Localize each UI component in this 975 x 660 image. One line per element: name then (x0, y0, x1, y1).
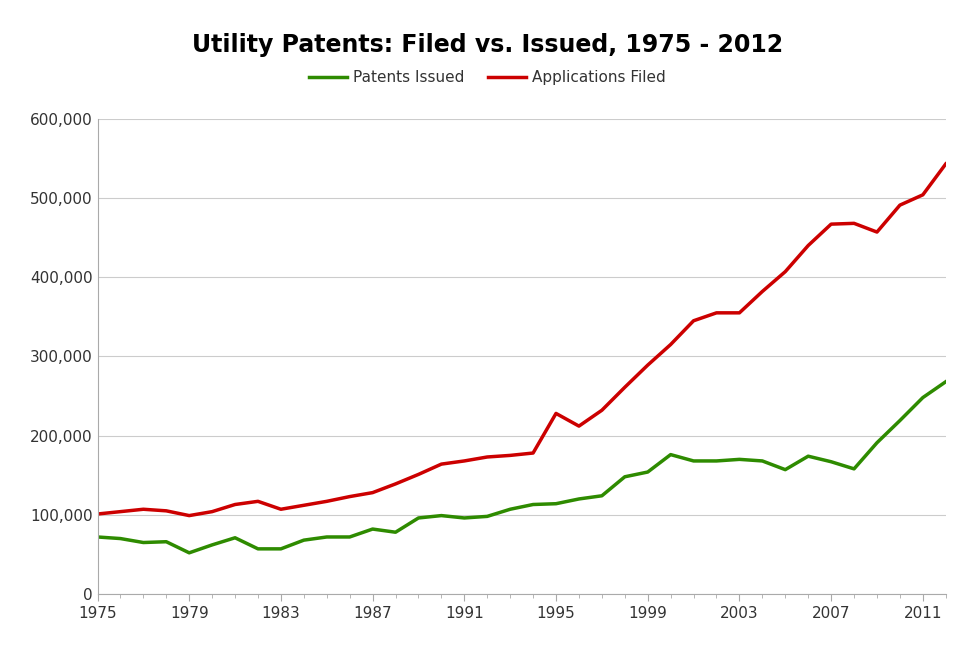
Patents Issued (871, 439, 882, 447)
Patents Issued (894, 416, 906, 424)
Patents Issued (390, 528, 402, 536)
Patents Issued (596, 492, 607, 500)
Legend: Patents Issued, Applications Filed: Patents Issued, Applications Filed (309, 71, 666, 85)
Patents Issued (733, 455, 745, 463)
Applications Filed (940, 160, 952, 168)
Patents Issued (321, 533, 332, 541)
Applications Filed (458, 457, 470, 465)
Patents Issued (665, 451, 677, 459)
Patents Issued (825, 458, 837, 466)
Applications Filed (207, 508, 218, 515)
Patents Issued (779, 466, 791, 474)
Applications Filed (642, 361, 653, 369)
Patents Issued (298, 536, 310, 544)
Patents Issued (183, 549, 195, 557)
Applications Filed (527, 449, 539, 457)
Applications Filed (137, 506, 149, 513)
Applications Filed (253, 498, 264, 506)
Applications Filed (390, 480, 402, 488)
Applications Filed (779, 268, 791, 276)
Patents Issued (482, 512, 493, 520)
Applications Filed (550, 409, 562, 417)
Applications Filed (115, 508, 127, 515)
Patents Issued (916, 393, 928, 401)
Patents Issued (458, 514, 470, 522)
Applications Filed (733, 309, 745, 317)
Line: Applications Filed: Applications Filed (98, 164, 946, 515)
Patents Issued (802, 452, 814, 460)
Patents Issued (940, 378, 952, 385)
Applications Filed (321, 498, 332, 506)
Patents Issued (573, 495, 585, 503)
Patents Issued (367, 525, 378, 533)
Applications Filed (848, 219, 860, 227)
Applications Filed (802, 242, 814, 249)
Applications Filed (504, 451, 516, 459)
Applications Filed (916, 191, 928, 199)
Applications Filed (757, 288, 768, 296)
Applications Filed (344, 492, 356, 500)
Applications Filed (619, 383, 631, 391)
Applications Filed (894, 201, 906, 209)
Text: Utility Patents: Filed vs. Issued, 1975 - 2012: Utility Patents: Filed vs. Issued, 1975 … (192, 33, 783, 57)
Patents Issued (344, 533, 356, 541)
Patents Issued (161, 538, 173, 546)
Line: Patents Issued: Patents Issued (98, 381, 946, 553)
Patents Issued (757, 457, 768, 465)
Applications Filed (412, 471, 424, 478)
Applications Filed (298, 502, 310, 510)
Patents Issued (207, 541, 218, 549)
Patents Issued (229, 534, 241, 542)
Applications Filed (711, 309, 722, 317)
Patents Issued (412, 514, 424, 522)
Patents Issued (504, 506, 516, 513)
Applications Filed (871, 228, 882, 236)
Patents Issued (711, 457, 722, 465)
Patents Issued (253, 545, 264, 553)
Applications Filed (825, 220, 837, 228)
Patents Issued (436, 512, 448, 519)
Patents Issued (687, 457, 699, 465)
Applications Filed (573, 422, 585, 430)
Applications Filed (229, 500, 241, 508)
Applications Filed (436, 460, 448, 468)
Applications Filed (183, 512, 195, 519)
Applications Filed (687, 317, 699, 325)
Patents Issued (275, 545, 287, 553)
Applications Filed (275, 506, 287, 513)
Patents Issued (642, 468, 653, 476)
Patents Issued (92, 533, 103, 541)
Applications Filed (665, 341, 677, 348)
Applications Filed (161, 507, 173, 515)
Patents Issued (848, 465, 860, 473)
Patents Issued (619, 473, 631, 480)
Applications Filed (596, 407, 607, 414)
Patents Issued (527, 500, 539, 508)
Patents Issued (550, 500, 562, 508)
Applications Filed (367, 488, 378, 496)
Patents Issued (115, 535, 127, 543)
Patents Issued (137, 539, 149, 546)
Applications Filed (482, 453, 493, 461)
Applications Filed (92, 510, 103, 518)
